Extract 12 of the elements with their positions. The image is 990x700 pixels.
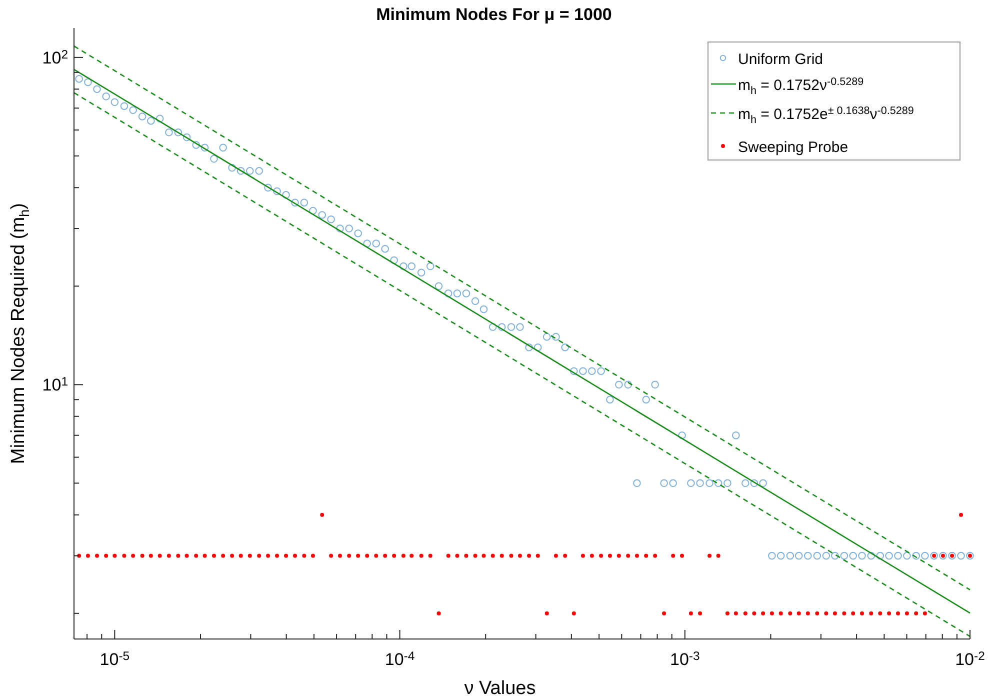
x-tick-label: 10$^{-4}$ <box>384 648 415 669</box>
legend-label: m$_{h}$ = 0.1752e$^{± 0.1638}$ν$^{-0.5289}$ <box>738 105 914 126</box>
y-tick-label: 10$^{1}$ <box>42 374 68 395</box>
x-tick-label: 10$^{-3}$ <box>670 648 700 669</box>
chart-title: Minimum Nodes For μ = 1000 <box>376 5 612 24</box>
x-axis-title: ν Values <box>464 678 536 699</box>
x-tick-label: 10$^{-5}$ <box>100 648 130 669</box>
y-tick-label: 10$^{2}$ <box>42 47 68 68</box>
legend-label: Sweeping Probe <box>738 139 848 156</box>
x-tick-label: 10$^{-2}$ <box>955 648 986 669</box>
legend-label: m$_{h}$ = 0.1752ν$^{-0.5289}$ <box>738 76 864 97</box>
legend-label: Uniform Grid <box>738 51 824 68</box>
